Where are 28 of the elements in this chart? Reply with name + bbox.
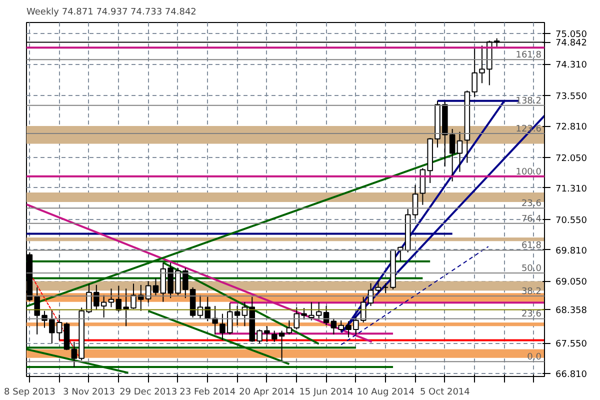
x-tick-label: 3 Nov 2013 [63,388,115,398]
annotation: 50.0 [521,264,542,274]
y-tick-label: 73.550 [556,92,588,102]
x-tick-label: 8 Sep 2013 [4,388,56,398]
y-tick-label: 69.810 [556,246,588,256]
y-tick-label: 72.050 [556,154,588,164]
x-tick-label: 15 Jun 2014 [299,388,354,398]
x-tick-label: 29 Dec 2013 [120,388,178,398]
annotation: 138.2 [516,96,542,106]
y-tick-label: 67.550 [556,340,588,350]
y-tick-label: 72.810 [556,122,588,133]
x-tick-label: 10 Aug 2014 [356,388,415,398]
y-tick-label: 66.810 [556,370,588,380]
annotation: 100.0 [516,167,542,178]
y-tick-label: 74.310 [556,60,588,71]
annotation: 23.6 [521,199,542,210]
x-tick-label: 23 Feb 2014 [180,388,236,398]
x-tick-label: 5 Oct 2014 [420,388,470,398]
annotation: 61.8 [521,241,542,252]
y-tick-label: 69.050 [556,278,588,288]
x-tick-label: 20 Apr 2014 [239,388,296,398]
annotation: 161.8 [516,50,542,61]
ref-line-label: 74.842 [556,38,587,49]
y-tick-label: 71.310 [556,184,588,194]
chart-title: Weekly 74.871 74.937 74.733 74.842 [26,8,196,18]
annotation: 23.6 [521,310,542,320]
ref-line-label: 68.358 [556,306,588,316]
y-tick-label: 70.550 [556,216,588,226]
